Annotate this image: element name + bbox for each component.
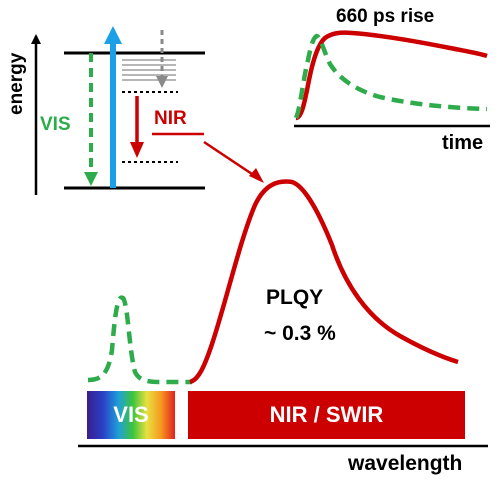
vis-emission-peak xyxy=(87,295,192,385)
inset-vis-decay-curve xyxy=(293,33,488,120)
inset-time-label: time xyxy=(442,132,484,154)
energy-axis-label: energy xyxy=(6,52,27,115)
energy-diagram xyxy=(31,26,264,195)
nir-transition-label: NIR xyxy=(154,108,187,129)
wavelength-axis-label: wavelength xyxy=(348,452,463,475)
plqy-label-line1: PLQY xyxy=(266,286,324,309)
nir-swir-band-bar xyxy=(188,391,465,439)
emission-spectrum xyxy=(78,179,488,448)
inset-nir-rise-curve xyxy=(295,30,488,121)
nir-pointer-arrow xyxy=(203,140,259,180)
vis-emission-arrowhead xyxy=(84,172,98,186)
kinetics-inset xyxy=(293,30,490,128)
vis-band-bar xyxy=(87,391,175,439)
absorption-arrowhead xyxy=(104,26,122,44)
vibrational-manifold xyxy=(122,59,176,81)
vis-band-label: VIS xyxy=(113,402,149,427)
nir-emission-peak xyxy=(189,179,459,385)
vis-transition-label: VIS xyxy=(40,114,71,135)
plqy-label-line2: ~ 0.3 % xyxy=(264,322,336,345)
nir-pointer-arrowhead xyxy=(249,168,264,183)
nir-swir-band-label: NIR / SWIR xyxy=(269,402,384,427)
nir-emission-arrowhead xyxy=(130,142,144,158)
relaxation-arrowhead xyxy=(156,76,168,88)
inset-title: 660 ps rise xyxy=(336,6,435,27)
